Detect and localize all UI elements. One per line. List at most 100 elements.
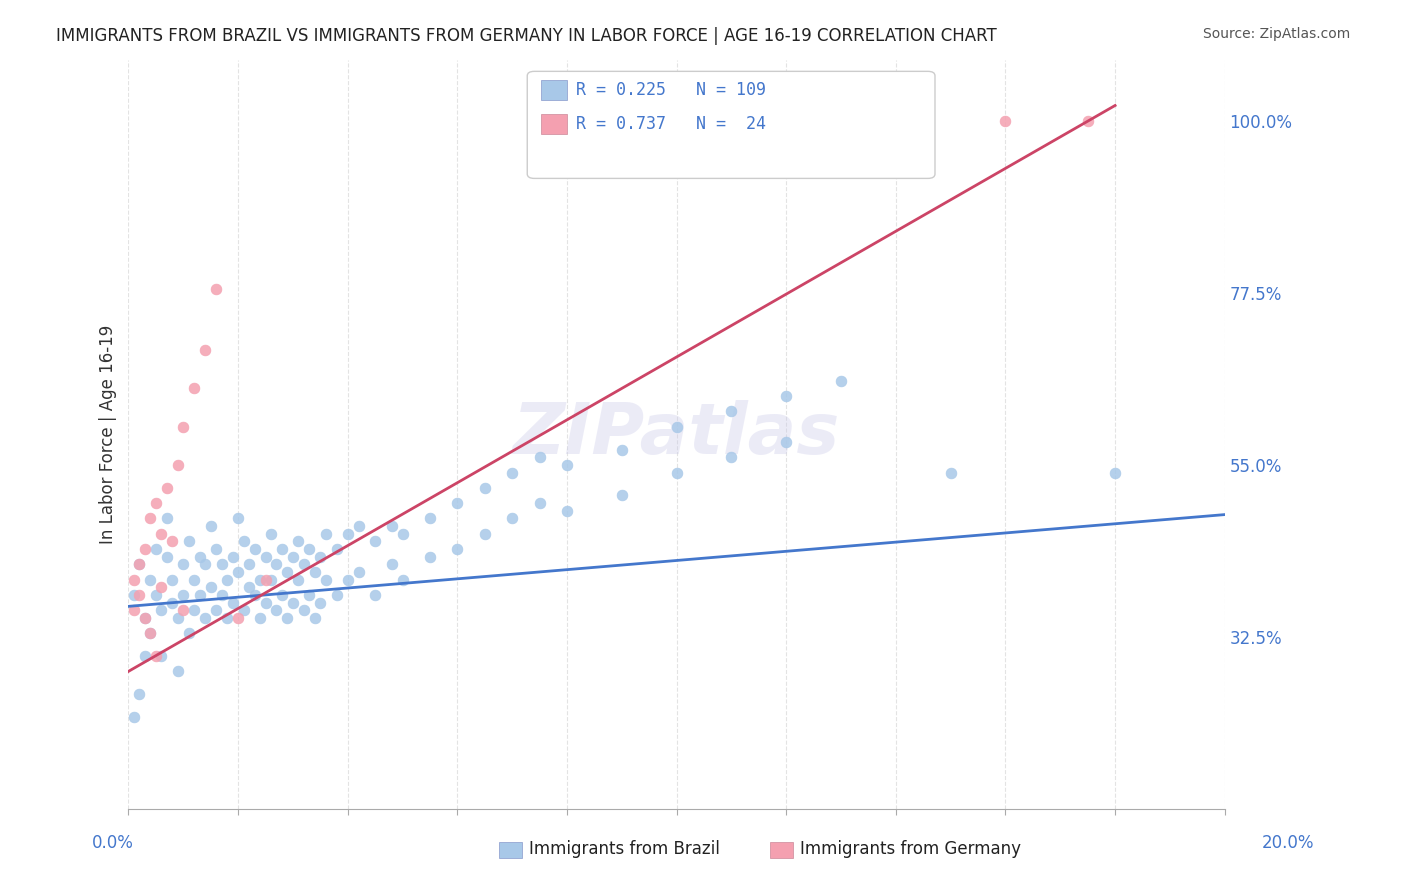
- Point: [309, 595, 332, 609]
- Point: [122, 588, 145, 602]
- Point: [347, 565, 370, 579]
- Point: [221, 549, 243, 564]
- Point: [555, 504, 578, 518]
- Point: [665, 419, 688, 434]
- Point: [309, 549, 332, 564]
- Point: [304, 565, 326, 579]
- Point: [610, 442, 633, 457]
- Point: [446, 541, 468, 556]
- Point: [276, 611, 298, 625]
- Point: [830, 374, 852, 388]
- Point: [128, 558, 150, 572]
- Point: [122, 573, 145, 587]
- Point: [298, 541, 321, 556]
- Point: [254, 595, 277, 609]
- Point: [200, 580, 222, 594]
- Point: [221, 595, 243, 609]
- Point: [474, 481, 496, 495]
- Point: [249, 611, 271, 625]
- Point: [238, 580, 260, 594]
- Point: [281, 549, 304, 564]
- Point: [391, 573, 413, 587]
- Point: [243, 541, 266, 556]
- Point: [665, 466, 688, 480]
- Point: [304, 611, 326, 625]
- Point: [266, 603, 288, 617]
- Point: [183, 573, 205, 587]
- Point: [128, 588, 150, 602]
- Point: [281, 595, 304, 609]
- Point: [134, 611, 156, 625]
- Point: [1077, 113, 1099, 128]
- Point: [122, 710, 145, 724]
- Point: [391, 526, 413, 541]
- Point: [145, 588, 167, 602]
- Text: Immigrants from Brazil: Immigrants from Brazil: [529, 840, 720, 858]
- Point: [205, 541, 228, 556]
- Point: [205, 282, 228, 296]
- Point: [260, 573, 283, 587]
- Point: [419, 549, 441, 564]
- Text: IMMIGRANTS FROM BRAZIL VS IMMIGRANTS FROM GERMANY IN LABOR FORCE | AGE 16-19 COR: IMMIGRANTS FROM BRAZIL VS IMMIGRANTS FRO…: [56, 27, 997, 45]
- Point: [336, 526, 359, 541]
- Point: [194, 558, 217, 572]
- Point: [298, 588, 321, 602]
- Point: [380, 558, 402, 572]
- Point: [775, 389, 797, 403]
- Point: [380, 519, 402, 533]
- Point: [172, 603, 194, 617]
- Point: [315, 573, 337, 587]
- Point: [162, 595, 184, 609]
- Point: [292, 558, 315, 572]
- Point: [172, 588, 194, 602]
- Point: [194, 611, 217, 625]
- Text: ZIPatlas: ZIPatlas: [513, 400, 841, 469]
- Point: [150, 648, 173, 663]
- Point: [287, 534, 309, 549]
- Point: [226, 611, 249, 625]
- Point: [139, 573, 162, 587]
- Point: [249, 573, 271, 587]
- Point: [326, 588, 349, 602]
- Text: R = 0.737   N =  24: R = 0.737 N = 24: [576, 115, 766, 133]
- Text: 0.0%: 0.0%: [91, 834, 134, 852]
- Point: [134, 541, 156, 556]
- Point: [139, 626, 162, 640]
- Point: [172, 419, 194, 434]
- Point: [145, 496, 167, 510]
- Point: [134, 611, 156, 625]
- Point: [166, 458, 188, 472]
- Point: [200, 519, 222, 533]
- Point: [336, 573, 359, 587]
- Text: 20.0%: 20.0%: [1263, 834, 1315, 852]
- Y-axis label: In Labor Force | Age 16-19: In Labor Force | Age 16-19: [100, 325, 117, 544]
- Text: Source: ZipAtlas.com: Source: ZipAtlas.com: [1202, 27, 1350, 41]
- Point: [122, 603, 145, 617]
- Point: [150, 603, 173, 617]
- Point: [266, 558, 288, 572]
- Point: [315, 526, 337, 541]
- Point: [128, 558, 150, 572]
- Point: [254, 549, 277, 564]
- Point: [166, 665, 188, 679]
- Point: [501, 511, 523, 525]
- Point: [720, 450, 742, 465]
- Point: [211, 588, 233, 602]
- Point: [177, 626, 200, 640]
- Point: [128, 687, 150, 701]
- Point: [529, 450, 551, 465]
- Point: [156, 481, 179, 495]
- Point: [364, 588, 387, 602]
- Point: [529, 496, 551, 510]
- Point: [162, 573, 184, 587]
- Point: [555, 458, 578, 472]
- Point: [347, 519, 370, 533]
- Point: [276, 565, 298, 579]
- Point: [134, 648, 156, 663]
- Point: [156, 549, 179, 564]
- Text: R = 0.225   N = 109: R = 0.225 N = 109: [576, 81, 766, 99]
- Point: [194, 343, 217, 358]
- Point: [226, 511, 249, 525]
- Point: [939, 466, 962, 480]
- Point: [156, 511, 179, 525]
